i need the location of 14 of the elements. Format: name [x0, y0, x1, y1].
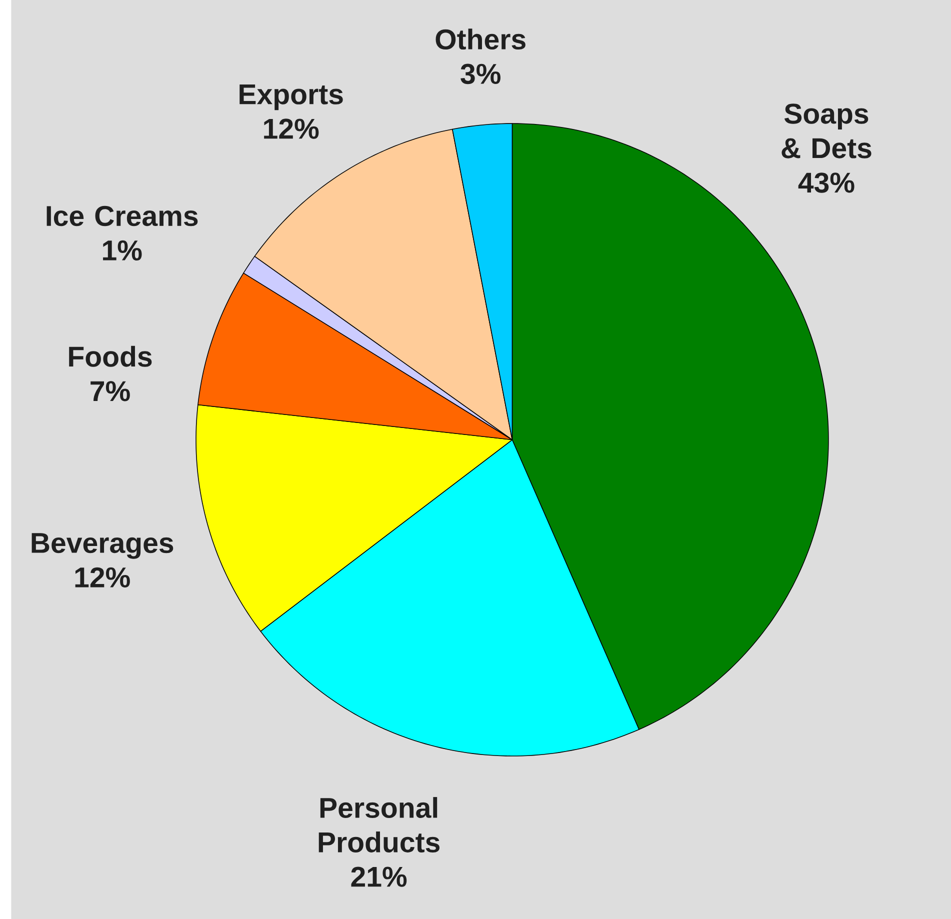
slice-label: Personal Products — [318, 797, 440, 852]
data-label: 12% — [264, 118, 319, 139]
data-label: 12% — [75, 567, 130, 588]
slice-label: Soaps & Dets — [782, 104, 872, 158]
data-label: 1% — [103, 240, 142, 261]
data-label: 21% — [351, 866, 407, 887]
data-label: 43% — [798, 172, 854, 193]
slice-label: Beverages — [32, 533, 174, 559]
data-label: 7% — [90, 381, 130, 402]
slice-label: Ice Creams — [46, 206, 198, 226]
slice-label: Others — [436, 28, 526, 50]
slice-label: Exports — [240, 84, 343, 110]
data-label: 3% — [460, 64, 500, 84]
slice-label: Foods — [69, 346, 152, 367]
